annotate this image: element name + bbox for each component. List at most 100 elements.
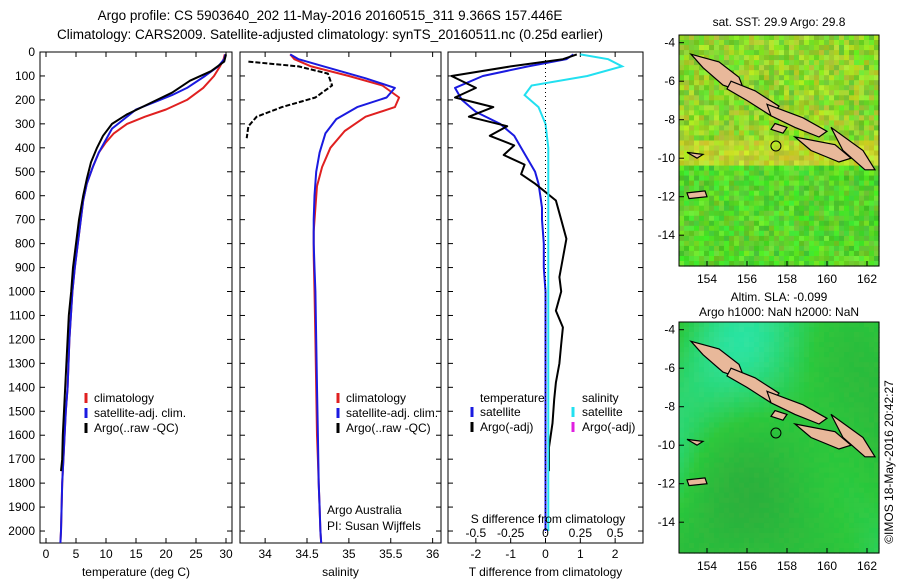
field-cell — [844, 85, 850, 91]
field-cell — [724, 537, 730, 544]
field-cell — [774, 175, 780, 182]
field-cell — [829, 477, 835, 484]
field-cell — [684, 80, 690, 86]
field-cell — [719, 125, 725, 131]
field-cell — [819, 230, 825, 237]
field-cell — [829, 462, 835, 469]
field-cell — [839, 100, 845, 106]
field-cell — [719, 215, 725, 222]
field-cell — [744, 225, 750, 232]
field-cell — [689, 537, 695, 544]
field-cell — [799, 512, 805, 519]
field-cell — [804, 85, 810, 91]
field-cell — [794, 225, 800, 232]
field-cell — [699, 527, 705, 534]
field-cell — [729, 507, 735, 514]
field-cell — [724, 220, 730, 227]
field-cell — [774, 427, 780, 434]
field-cell — [729, 387, 735, 393]
field-cell — [739, 527, 745, 534]
field-cell — [824, 210, 830, 217]
field-cell — [679, 497, 685, 504]
field-cell — [874, 80, 880, 86]
field-cell — [789, 392, 795, 398]
field-cell — [784, 447, 790, 454]
field-cell — [784, 442, 790, 449]
field-cell — [704, 215, 710, 222]
island-shape — [766, 103, 829, 138]
field-cell — [679, 482, 685, 489]
field-cell — [734, 35, 740, 41]
field-cell — [864, 245, 870, 252]
field-cell — [709, 537, 715, 544]
field-cell — [704, 337, 710, 343]
field-cell — [854, 527, 860, 534]
field-cell — [724, 527, 730, 534]
field-cell — [859, 75, 865, 81]
field-cell — [724, 462, 730, 469]
field-cell — [829, 532, 835, 539]
field-cell — [789, 512, 795, 519]
field-cell — [804, 185, 810, 192]
field-cell — [759, 195, 765, 202]
field-cell — [724, 230, 730, 237]
field-cell — [839, 497, 845, 504]
field-cell — [694, 160, 700, 167]
field-cell — [684, 100, 690, 106]
field-cell — [729, 392, 735, 398]
field-cell — [754, 347, 760, 353]
field-cell — [859, 115, 865, 121]
field-cell — [804, 150, 810, 157]
field-cell — [754, 337, 760, 343]
field-cell — [749, 352, 755, 358]
field-cell — [844, 210, 850, 217]
field-cell — [719, 467, 725, 474]
field-cell — [794, 347, 800, 353]
field-cell — [684, 382, 690, 388]
field-cell — [764, 230, 770, 237]
field-cell — [809, 261, 815, 267]
field-cell — [739, 261, 745, 267]
field-cell — [869, 482, 875, 489]
field-cell — [859, 462, 865, 469]
field-cell — [839, 190, 845, 197]
field-cell — [759, 447, 765, 454]
field-cell — [764, 145, 770, 152]
field-cell — [829, 543, 835, 549]
field-cell — [789, 548, 795, 554]
field-cell — [699, 492, 705, 499]
field-cell — [719, 45, 725, 51]
field-cell — [774, 327, 780, 333]
field-cell — [874, 65, 880, 71]
field-cell — [684, 110, 690, 116]
field-cell — [689, 85, 695, 91]
field-cell — [749, 240, 755, 247]
field-cell — [764, 337, 770, 343]
field-cell — [679, 230, 685, 237]
field-cell — [679, 55, 685, 61]
field-cell — [859, 165, 865, 172]
field-cell — [849, 135, 855, 141]
field-cell — [759, 75, 765, 81]
field-cell — [734, 492, 740, 499]
field-cell — [689, 502, 695, 509]
field-cell — [789, 170, 795, 177]
field-cell — [819, 50, 825, 56]
field-cell — [789, 50, 795, 56]
field-cell — [874, 432, 880, 439]
field-cell — [779, 387, 785, 393]
field-cell — [754, 261, 760, 267]
field-cell — [689, 35, 695, 41]
field-cell — [854, 427, 860, 434]
field-cell — [754, 397, 760, 403]
field-cell — [849, 200, 855, 207]
field-cell — [814, 200, 820, 207]
field-cell — [834, 165, 840, 172]
field-cell — [824, 245, 830, 252]
field-cell — [809, 220, 815, 227]
field-cell — [809, 200, 815, 207]
field-cell — [834, 447, 840, 454]
field-cell — [869, 200, 875, 207]
field-cell — [719, 170, 725, 177]
field-cell — [704, 507, 710, 514]
